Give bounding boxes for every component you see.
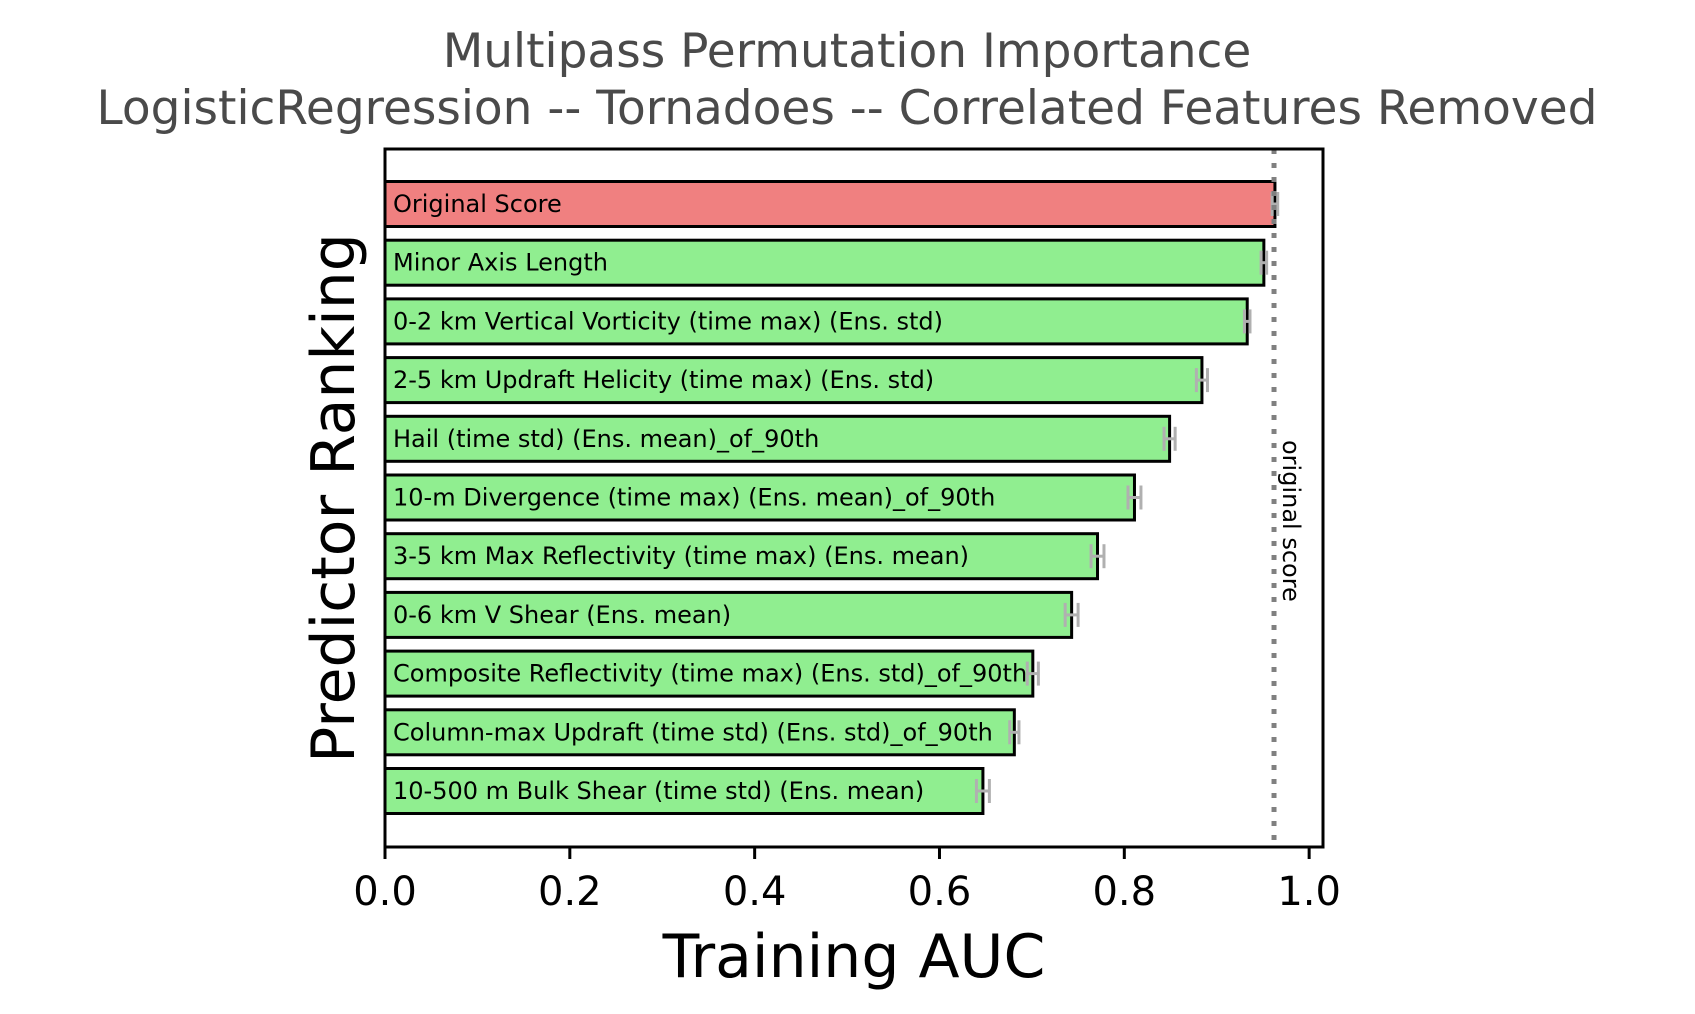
bar-label: 10-m Divergence (time max) (Ens. mean)_o… <box>393 484 995 512</box>
bar-label: 0-6 km V Shear (Ens. mean) <box>393 601 731 629</box>
bar-group: Original Score Minor Axis Length 0-2 km Ve… <box>383 180 1277 815</box>
x-tick-label: 0.0 <box>353 869 417 915</box>
x-tick-label: 0.6 <box>908 869 972 915</box>
bar-label: Column-max Updraft (time std) (Ens. std)… <box>393 718 993 746</box>
error-bar <box>1242 309 1252 334</box>
errorbar-group <box>974 192 1280 803</box>
bar-predictor <box>383 473 1136 522</box>
bar-label: Minor Axis Length <box>393 249 608 277</box>
error-bar <box>1126 485 1143 510</box>
bar-predictor <box>383 590 1074 639</box>
x-axis-label: Training AUC <box>662 922 1046 992</box>
bar-label: Composite Reflectivity (time max) (Ens. … <box>393 660 1027 688</box>
bar-predictor <box>383 649 1035 698</box>
bar-label: 0-2 km Vertical Vorticity (time max) (En… <box>393 307 943 335</box>
bar-label: Original Score <box>393 190 562 218</box>
y-axis-label: Predictor Ranking <box>299 233 369 763</box>
error-bar <box>1259 250 1269 275</box>
bar-predictor <box>383 708 1016 757</box>
error-bar <box>1025 661 1040 686</box>
bar-label: 3-5 km Max Reflectivity (time max) (Ens.… <box>393 542 969 570</box>
bar-predictor <box>383 356 1204 405</box>
x-tick-label: 0.8 <box>1092 869 1156 915</box>
x-tick-label: 0.2 <box>538 869 602 915</box>
error-bar <box>1162 426 1177 451</box>
x-axis-ticks: 0.0 0.2 0.4 0.6 0.8 1.0 <box>353 847 1341 915</box>
original-score-label: original score <box>1277 440 1305 602</box>
plot-frame <box>383 147 1325 849</box>
error-bar <box>1194 368 1209 393</box>
bar-label: Hail (time std) (Ens. mean)_of_90th <box>393 425 819 453</box>
error-bar <box>1063 602 1080 627</box>
bar-label: 10-500 m Bulk Shear (time std) (Ens. mea… <box>393 777 924 805</box>
x-tick-label: 0.4 <box>723 869 787 915</box>
bar-label: 2-5 km Updraft Helicity (time max) (Ens.… <box>393 366 934 394</box>
error-bar <box>1008 720 1021 745</box>
bar-predictor <box>383 238 1266 287</box>
chart-title: Multipass Permutation Importance <box>443 24 1252 79</box>
error-bar <box>974 779 991 803</box>
chart-subtitle: LogisticRegression -- Tornadoes -- Corre… <box>97 81 1598 136</box>
error-bar <box>1089 544 1106 569</box>
bar-predictor <box>383 414 1172 463</box>
x-tick-label: 1.0 <box>1277 869 1341 915</box>
